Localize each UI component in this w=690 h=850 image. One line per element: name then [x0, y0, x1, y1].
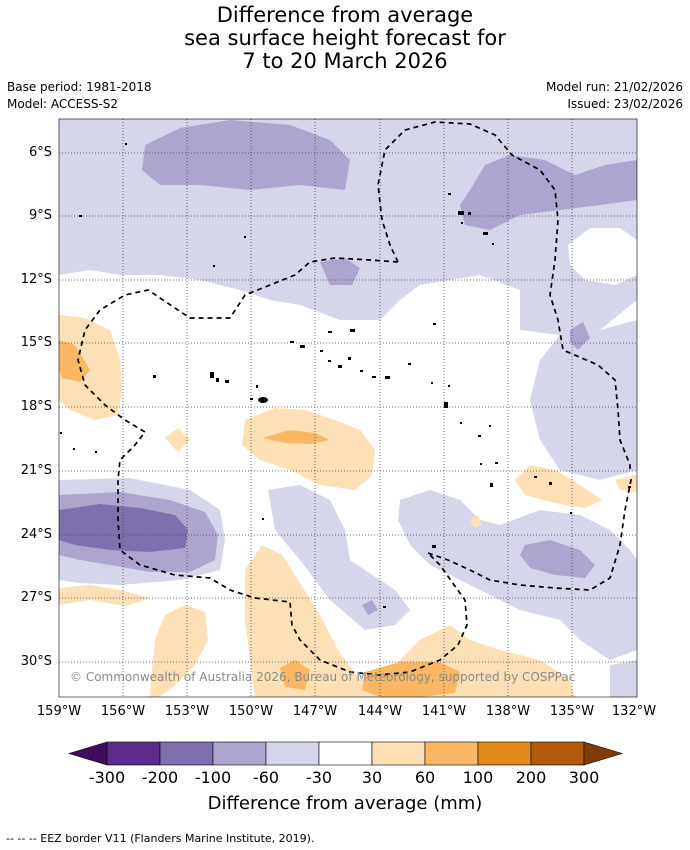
negative-anomaly-region-southeast — [398, 490, 637, 660]
eez-border-north — [377, 121, 631, 470]
lon-label: 147°W — [292, 704, 338, 719]
colorbar — [67, 741, 624, 766]
negative-anomaly-core-northeast — [460, 155, 637, 230]
lon-label: 150°W — [228, 704, 274, 719]
colorbar-tick-label: 200 — [515, 768, 547, 787]
eez-border — [77, 121, 633, 676]
colorbar-extend-min — [67, 741, 108, 766]
positive-anomaly-south-central — [245, 545, 575, 697]
colorbar-segment — [265, 741, 320, 766]
lon-label: 156°W — [100, 704, 146, 719]
colorbar-segment — [106, 741, 161, 766]
base-period-text: Base period: 1981-2018 — [7, 80, 152, 94]
colorbar-tick-label: 300 — [568, 768, 600, 787]
copyright-credit: © Commonwealth of Australia 2026, Bureau… — [70, 670, 576, 684]
colorbar-segment — [159, 741, 214, 766]
lon-label: 132°W — [611, 704, 657, 719]
colorbar-tick-label: 60 — [414, 768, 436, 787]
lon-label: 135°W — [549, 704, 595, 719]
eez-legend-text: -- -- -- EEZ border V11 (Flanders Marine… — [6, 832, 315, 845]
colorbar-segment — [212, 741, 267, 766]
model-run-text: Model run: 21/02/2026 — [545, 80, 683, 94]
lat-label: 9°S — [28, 208, 52, 223]
colorbar-segment — [371, 741, 426, 766]
positive-anomaly-east — [515, 465, 602, 508]
lon-label: 141°W — [421, 704, 467, 719]
colorbar-segment — [477, 741, 532, 766]
colorbar-tick-label: -200 — [141, 768, 179, 787]
islands — [60, 143, 631, 608]
eez-border-southeast — [427, 474, 633, 591]
issued-text: Issued: 23/02/2026 — [567, 97, 683, 111]
colorbar-segment — [530, 741, 585, 766]
map-title-line-2: sea surface height forecast for — [184, 26, 506, 50]
negative-anomaly-region-corner — [610, 660, 637, 697]
colorbar-tick-label: 100 — [462, 768, 494, 787]
model-text: Model: ACCESS-S2 — [7, 97, 119, 111]
colorbar-tick-label: -100 — [194, 768, 232, 787]
lat-label: 24°S — [20, 527, 52, 542]
lat-label: 27°S — [20, 590, 52, 605]
graticule — [59, 119, 637, 697]
colorbar-segment — [318, 741, 373, 766]
lon-label: 153°W — [164, 704, 210, 719]
anomaly-field — [59, 119, 637, 697]
negative-anomaly-core-southeast — [520, 540, 595, 578]
lon-label: 144°W — [357, 704, 403, 719]
colorbar-segment — [424, 741, 479, 766]
map-title-line-3: 7 to 20 March 2026 — [242, 49, 448, 73]
colorbar-tick-label: -300 — [88, 768, 126, 787]
negative-anomaly-core-north — [142, 120, 350, 190]
negative-anomaly-strong — [59, 504, 188, 552]
colorbar-tick-label: 30 — [361, 768, 383, 787]
lat-label: 6°S — [28, 145, 52, 160]
lon-label: 138°W — [485, 704, 531, 719]
map-title-line-1: Difference from average — [216, 3, 474, 27]
colorbar-extend-max — [583, 741, 624, 766]
positive-anomaly-central — [242, 408, 375, 490]
colorbar-tick-label: -30 — [305, 768, 333, 787]
lat-label: 30°S — [20, 654, 52, 669]
colorbar-tick-label: -60 — [252, 768, 280, 787]
eez-border-west — [77, 257, 468, 676]
lat-label: 18°S — [20, 399, 52, 414]
colorbar-title: Difference from average (mm) — [207, 793, 483, 814]
lat-label: 12°S — [20, 272, 52, 287]
lon-label: 159°W — [36, 704, 82, 719]
negative-anomaly-region-east — [530, 320, 637, 480]
positive-anomaly-west — [59, 315, 122, 420]
negative-anomaly-region-central — [268, 485, 410, 630]
lat-label: 21°S — [20, 463, 52, 478]
lat-label: 15°S — [20, 335, 52, 350]
map-frame — [58, 118, 638, 698]
